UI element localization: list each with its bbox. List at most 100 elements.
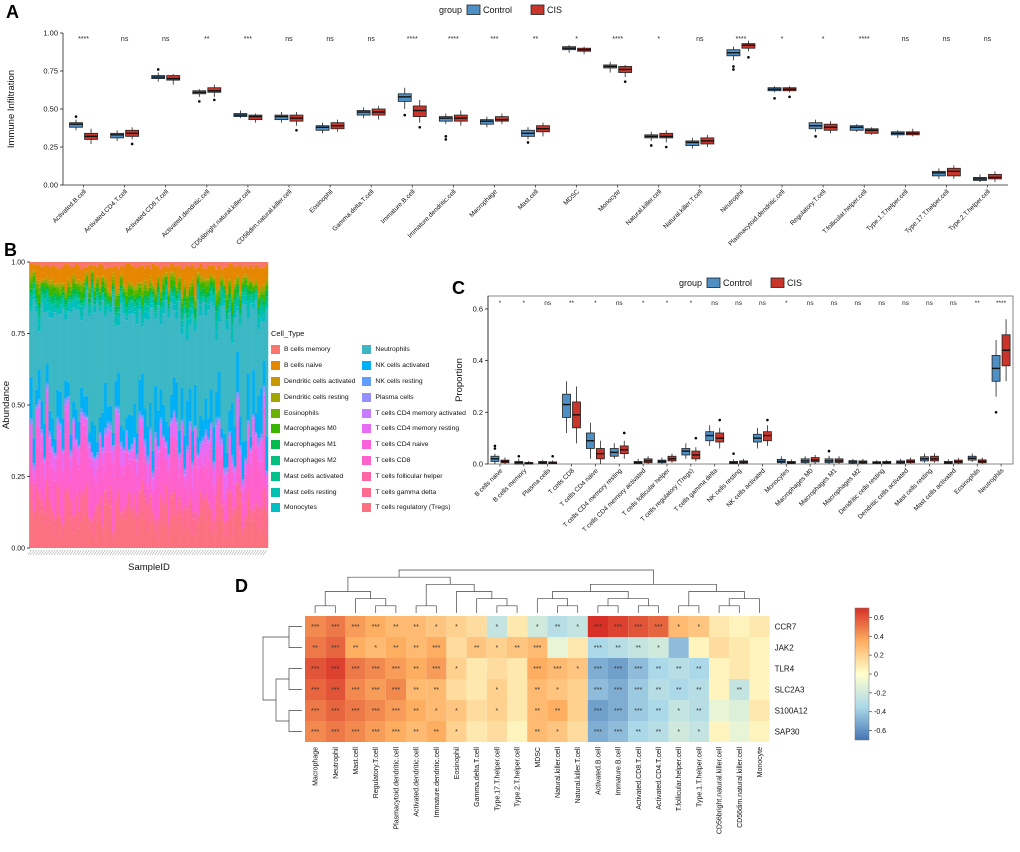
sample-id-tick (165, 549, 170, 556)
heatmap-significance: *** (331, 687, 339, 694)
stacked-bar-segment (241, 530, 245, 538)
stacked-bar-segment (101, 293, 105, 295)
stacked-bar-segment (244, 463, 248, 474)
stacked-bar-segment (186, 297, 189, 308)
stacked-bar-segment (114, 298, 118, 307)
stacked-bar-segment (90, 451, 94, 454)
stacked-bar-segment (53, 303, 57, 311)
cell-type-legend-item: B cells memory (271, 342, 355, 358)
stacked-bar-segment (249, 447, 253, 450)
stacked-bar-segment (167, 312, 171, 318)
stacked-bar-segment (172, 291, 176, 297)
stacked-bar-segment (82, 303, 86, 307)
stacked-bar-segment (117, 270, 121, 288)
stacked-bar-segment (48, 302, 52, 312)
heatmap-cell (547, 658, 568, 679)
stacked-bar-segment (186, 264, 189, 290)
stacked-bar-segment (37, 447, 41, 492)
heatmap-cell (688, 616, 709, 637)
stacked-bar-segment (257, 294, 261, 297)
stacked-bar-segment (191, 461, 195, 464)
heatmap-cell (587, 616, 608, 637)
stacked-bar-segment (82, 308, 86, 397)
stacked-bar-segment (201, 300, 205, 303)
stacked-bar-segment (260, 318, 263, 322)
stacked-bar-segment (35, 443, 39, 483)
stacked-bar-segment (260, 298, 263, 301)
sample-id-tick (93, 549, 98, 556)
cis-outlier-dot (213, 98, 216, 102)
stacked-bar-segment (149, 275, 152, 280)
heatmap-cell (486, 700, 507, 721)
y-tick-label: 0.50 (43, 105, 58, 114)
stacked-bar-segment (170, 275, 174, 280)
stacked-bar-segment (220, 443, 224, 446)
stacked-bar-segment (215, 287, 219, 292)
heatmap-significance: * (677, 624, 680, 631)
stacked-bar-segment (106, 428, 110, 431)
stacked-bar-segment (196, 275, 200, 279)
heatmap-cell (547, 637, 568, 658)
stacked-bar-segment (220, 438, 224, 441)
stacked-bar-segment (212, 262, 216, 267)
sample-id-tick (218, 549, 222, 556)
stacked-bar-segment (249, 451, 253, 453)
cell-type-legend-label: Macrophages M2 (284, 456, 337, 464)
heatmap-significance: * (374, 645, 377, 652)
stacked-bar-segment (241, 479, 245, 481)
stacked-bar-segment (135, 489, 139, 513)
stacked-bar-segment (183, 262, 187, 268)
stacked-bar-segment (228, 431, 232, 433)
heatmap-significance: *** (372, 729, 380, 736)
sample-id-tick (38, 549, 43, 556)
significance-label: ns (902, 36, 910, 43)
significance-label: ns (285, 36, 293, 43)
stacked-bar-segment (130, 510, 134, 517)
significance-label: **** (612, 36, 623, 43)
stacked-bar-segment (249, 280, 253, 282)
stacked-bar-segment (61, 470, 65, 478)
stacked-bar-segment (82, 298, 86, 302)
stacked-bar-segment (209, 389, 213, 423)
stacked-bar-segment (244, 276, 248, 278)
stacked-bar-segment (96, 266, 100, 276)
stacked-bar-segment (106, 292, 110, 296)
stacked-bar-segment (61, 523, 65, 527)
stacked-bar-segment (212, 277, 216, 280)
heatmap-cell (486, 637, 507, 658)
stacked-bar-segment (244, 487, 248, 516)
heatmap-significance: ** (535, 708, 541, 715)
control-outlier-dot (403, 113, 407, 117)
sample-id-tick (106, 549, 111, 556)
stacked-bar-segment (199, 290, 203, 298)
stacked-bar-segment (257, 447, 261, 462)
stacked-bar-segment (117, 311, 121, 313)
stacked-bar-segment (37, 426, 41, 448)
stacked-bar-segment (117, 306, 121, 310)
stacked-bar-segment (77, 298, 81, 300)
stacked-bar-segment (164, 300, 168, 422)
stacked-bar-segment (178, 500, 181, 512)
stacked-bar-segment (106, 299, 110, 302)
cell-type-legend-item: Macrophages M1 (271, 437, 355, 453)
stacked-bar-segment (119, 278, 123, 286)
stacked-bar-segment (56, 457, 60, 485)
stacked-bar-segment (143, 462, 147, 494)
category-label: Neutrophils (977, 467, 1006, 496)
heatmap-significance: *** (392, 708, 400, 715)
category-label: T.follicular.helper.cell (821, 188, 868, 235)
stacked-bar-segment (159, 451, 163, 494)
stacked-bar-segment (138, 417, 142, 420)
stacked-bar-segment (196, 517, 200, 524)
stacked-bar-segment (154, 301, 158, 306)
stacked-bar-segment (117, 325, 121, 373)
stacked-bar-segment (188, 428, 192, 434)
stacked-bar-segment (178, 277, 181, 279)
stacked-bar-segment (135, 460, 139, 475)
cell-type-legend-swatch (271, 455, 280, 465)
stacked-bar-segment (262, 385, 266, 388)
stacked-bar-segment (186, 262, 189, 265)
row-dendrogram-link (288, 668, 302, 690)
category-label: T cells gamma delta (673, 467, 719, 513)
